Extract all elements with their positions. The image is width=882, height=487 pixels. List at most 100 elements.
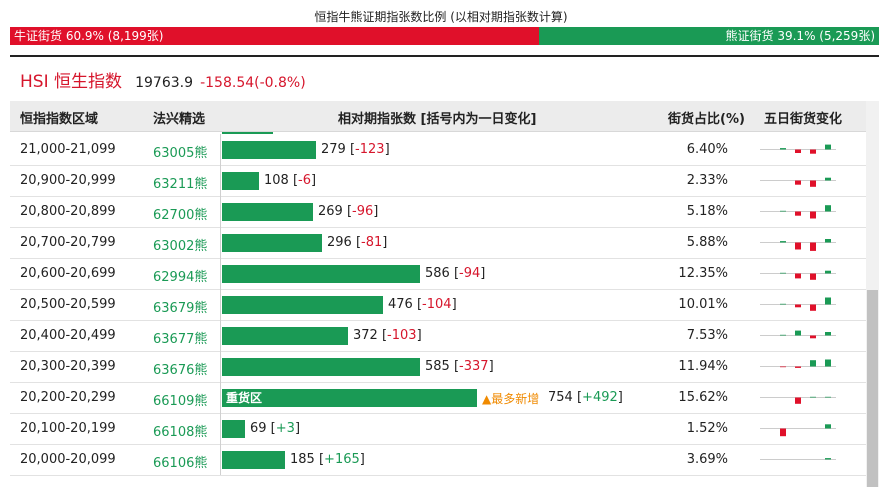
warrant-code-link[interactable]: 63002熊 xyxy=(153,239,208,254)
table-header: 恒指指数区域 法兴精选 相对期指张数 [括号内为一日变化] 街货占比(%) 五日… xyxy=(10,101,866,132)
decrease-bar xyxy=(795,397,801,404)
contracts-value: 476 [-104] xyxy=(388,297,457,312)
increase-bar xyxy=(780,241,786,243)
warrant-code-link[interactable]: 66106熊 xyxy=(153,456,208,471)
table-row: 20,100-20,199 66108熊 69 [+3] 1.52% xyxy=(10,413,866,445)
warrant-code-link[interactable]: 66109熊 xyxy=(153,394,208,409)
daily-change: -81 xyxy=(361,235,383,250)
increase-bar xyxy=(825,458,831,460)
decrease-bar xyxy=(795,180,801,185)
daily-change: +165 xyxy=(324,452,360,467)
decrease-bar xyxy=(810,149,816,154)
warrant-code-link[interactable]: 63677熊 xyxy=(153,332,208,347)
five-day-change-chart xyxy=(760,270,836,280)
axis-line xyxy=(220,382,221,413)
axis-line xyxy=(220,413,221,444)
increase-bar xyxy=(825,205,831,212)
index-name[interactable]: HSI 恒生指数 xyxy=(20,72,122,92)
contracts-bar xyxy=(222,420,245,438)
range-cell: 21,000-21,099 xyxy=(20,142,116,157)
share-cell: 5.18% xyxy=(686,204,728,219)
share-cell: 12.35% xyxy=(678,266,728,281)
warrant-code-link[interactable]: 63679熊 xyxy=(153,301,208,316)
decrease-bar xyxy=(795,242,801,250)
decrease-bar xyxy=(795,273,801,279)
contracts-bar xyxy=(222,327,348,345)
table-row: 21,000-21,099 63005熊 279 [-123] 6.40% xyxy=(10,134,866,166)
increase-bar xyxy=(810,360,816,367)
increase-bar xyxy=(825,239,831,243)
contracts-bar xyxy=(222,234,322,252)
contracts-count: 372 xyxy=(353,328,378,343)
range-cell: 20,900-20,999 xyxy=(20,173,116,188)
daily-change: +492 xyxy=(582,390,618,405)
warrant-code-link[interactable]: 63676熊 xyxy=(153,363,208,378)
index-summary: HSI 恒生指数 19763.9 -158.54(-0.8%) xyxy=(20,67,306,92)
axis-line xyxy=(220,258,221,289)
header-range: 恒指指数区域 xyxy=(20,112,99,127)
warrant-code-link[interactable]: 66108熊 xyxy=(153,425,208,440)
axis-line xyxy=(220,320,221,351)
daily-change: -96 xyxy=(352,204,374,219)
contracts-value: 586 [-94] xyxy=(425,266,486,281)
contracts-value: 296 [-81] xyxy=(327,235,388,250)
warrant-code-link[interactable]: 63005熊 xyxy=(153,146,208,161)
scrollbar-thumb[interactable] xyxy=(867,290,878,487)
decrease-bar xyxy=(810,211,816,219)
increase-bar xyxy=(825,396,831,398)
increase-bar xyxy=(825,332,831,336)
five-day-change-chart xyxy=(760,424,836,437)
range-cell: 20,600-20,699 xyxy=(20,266,116,281)
five-day-change-chart xyxy=(760,330,836,339)
five-day-change-chart xyxy=(760,396,836,404)
decrease-bar xyxy=(810,242,816,251)
axis-line xyxy=(220,196,221,227)
range-cell: 20,700-20,799 xyxy=(20,235,116,250)
contracts-value: 69 [+3] xyxy=(250,421,301,436)
share-cell: 10.01% xyxy=(678,297,728,312)
warrant-code-link[interactable]: 63211熊 xyxy=(153,177,208,192)
share-cell: 11.94% xyxy=(678,359,728,374)
five-day-change-chart xyxy=(760,297,836,311)
decrease-bar xyxy=(780,428,786,437)
contracts-value: 269 [-96] xyxy=(318,204,379,219)
share-cell: 7.53% xyxy=(686,328,728,343)
contracts-bar xyxy=(222,203,313,221)
range-cell: 20,300-20,399 xyxy=(20,359,116,374)
contracts-bar xyxy=(222,141,316,159)
contracts-count: 269 xyxy=(318,204,343,219)
decrease-bar xyxy=(795,304,801,308)
contracts-bar xyxy=(222,358,420,376)
daily-change: -123 xyxy=(355,142,385,157)
range-cell: 20,200-20,299 xyxy=(20,390,116,405)
table-row: 20,800-20,899 62700熊 269 [-96] 5.18% xyxy=(10,196,866,228)
increase-bar xyxy=(780,148,786,150)
daily-change: -337 xyxy=(459,359,489,374)
range-cell: 20,100-20,199 xyxy=(20,421,116,436)
increase-bar xyxy=(780,210,786,212)
contracts-value: 372 [-103] xyxy=(353,328,422,343)
axis-line xyxy=(220,289,221,320)
contracts-bar xyxy=(222,265,420,283)
share-cell: 15.62% xyxy=(678,390,728,405)
cbbc-distribution-table: 恒指指数区域 法兴精选 相对期指张数 [括号内为一日变化] 街货占比(%) 五日… xyxy=(10,101,866,487)
increase-bar xyxy=(795,330,801,336)
warrant-code-link[interactable]: 62700熊 xyxy=(153,208,208,223)
five-day-change-chart xyxy=(760,205,836,219)
decrease-bar xyxy=(795,149,801,153)
increase-bar xyxy=(825,424,831,429)
daily-change: -103 xyxy=(387,328,417,343)
axis-line xyxy=(220,351,221,382)
table-row: 20,600-20,699 62994熊 586 [-94] 12.35% xyxy=(10,258,866,290)
axis-line xyxy=(220,165,221,196)
ratio-title: 恒指牛熊证期指张数比例 (以相对期指张数计算) xyxy=(314,10,568,24)
five-day-change-chart xyxy=(760,458,836,460)
table-row: 20,400-20,499 63677熊 372 [-103] 7.53% xyxy=(10,320,866,352)
most-added-tag: ▲最多新增 xyxy=(482,392,540,406)
contracts-count: 586 xyxy=(425,266,450,281)
warrant-code-link[interactable]: 62994熊 xyxy=(153,270,208,285)
header-pick: 法兴精选 xyxy=(153,112,206,127)
range-cell: 20,800-20,899 xyxy=(20,204,116,219)
contracts-count: 108 xyxy=(264,173,289,188)
decrease-bar xyxy=(810,273,816,280)
